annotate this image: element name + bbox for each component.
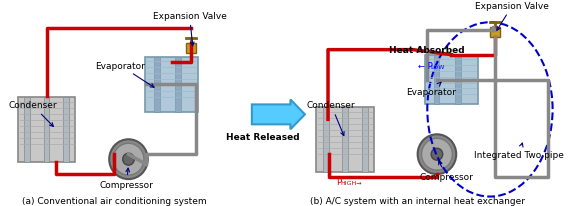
Text: Condenser: Condenser [307,101,356,136]
Bar [187,43,196,53]
FancyBboxPatch shape [17,97,76,162]
Text: (b) A/C system with an internal heat exchanger: (b) A/C system with an internal heat exc… [310,196,525,205]
Text: P: P [336,177,341,186]
Text: Expansion Valve: Expansion Valve [475,2,550,31]
Circle shape [109,140,148,179]
Text: ← P: ← P [418,61,432,70]
Text: Evaporator: Evaporator [95,61,154,88]
Bar [323,107,329,172]
Text: Evaporator: Evaporator [406,83,456,97]
Text: Integrated Two pipe: Integrated Two pipe [474,143,564,159]
Text: LOW: LOW [430,64,444,69]
Bar [154,58,160,112]
Bar [455,55,461,105]
Circle shape [123,153,134,165]
Bar [362,107,368,172]
Circle shape [418,135,456,174]
Text: HIGH→: HIGH→ [340,180,362,185]
Bar [24,97,30,162]
Text: Compressor: Compressor [419,161,474,181]
Bar [44,97,49,162]
Circle shape [113,144,144,175]
Bar [63,97,69,162]
Text: (a) Conventional air conditioning system: (a) Conventional air conditioning system [21,196,206,205]
Text: Expansion Valve: Expansion Valve [153,12,227,46]
FancyBboxPatch shape [425,55,478,105]
FancyArrow shape [252,100,305,130]
Text: Condenser: Condenser [8,101,56,127]
FancyBboxPatch shape [317,107,374,172]
Text: Heat Absorbed: Heat Absorbed [389,45,465,54]
FancyBboxPatch shape [145,58,198,112]
Circle shape [431,149,443,160]
Bar [490,28,500,37]
Bar [175,58,181,112]
Text: Compressor: Compressor [99,168,153,189]
Text: Heat Released: Heat Released [225,133,299,142]
Bar [433,55,439,105]
Bar [342,107,348,172]
Circle shape [421,139,453,170]
